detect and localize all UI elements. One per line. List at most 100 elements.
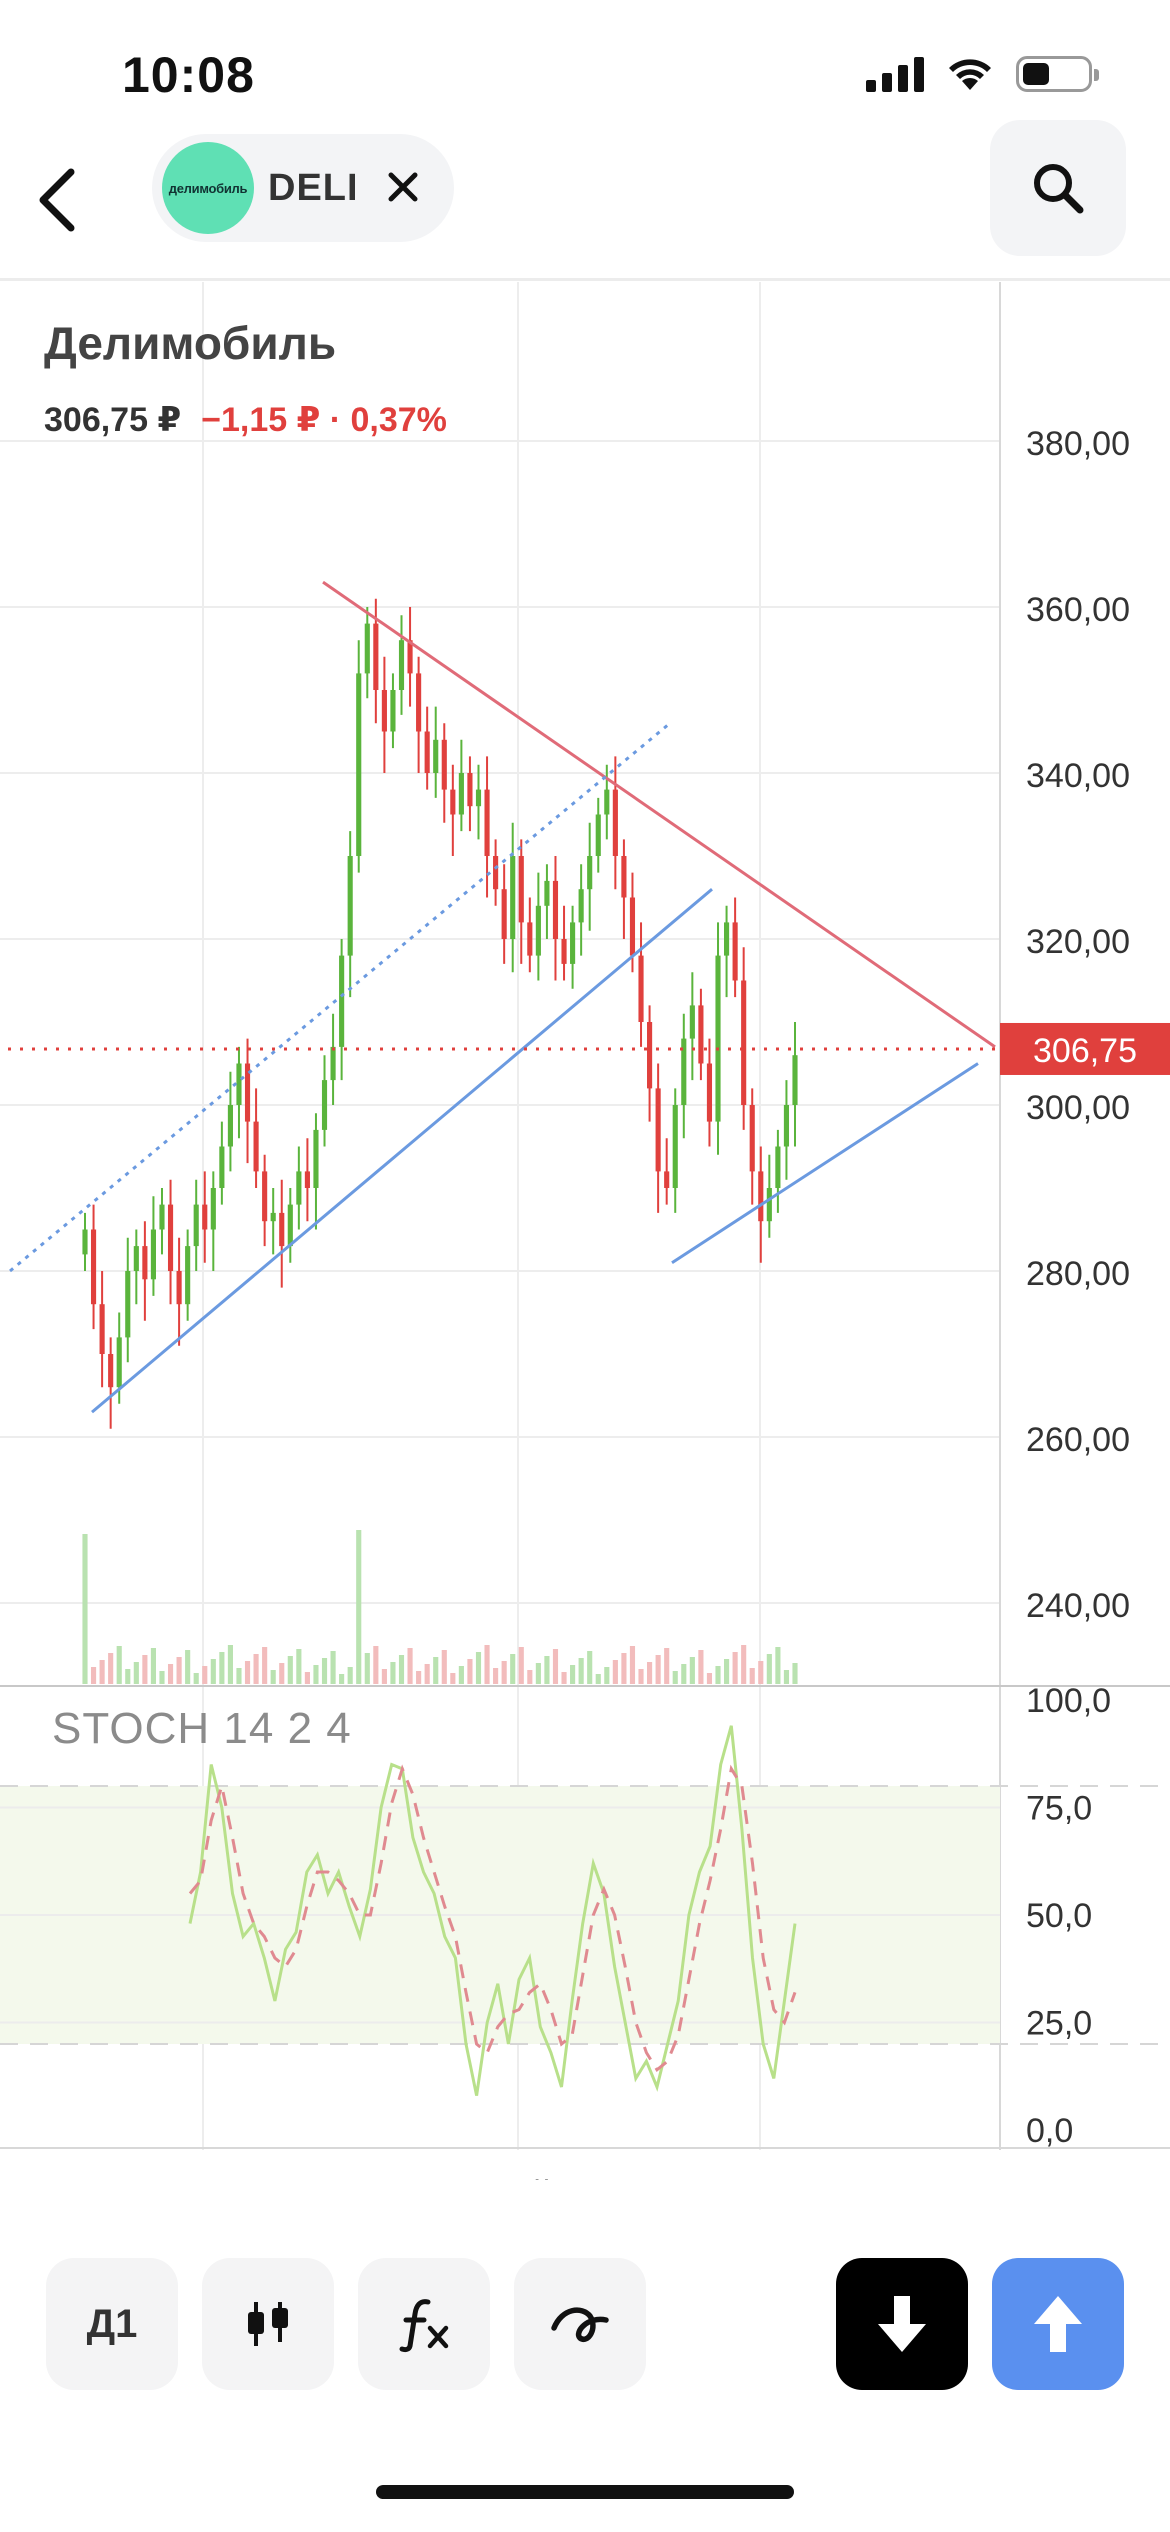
candle-body <box>715 955 721 1122</box>
volume-bar <box>339 1674 345 1684</box>
volume-bar <box>535 1663 541 1684</box>
candle-body <box>227 1105 233 1147</box>
candle-body <box>587 856 593 890</box>
volume-bar <box>202 1666 208 1684</box>
candle-body <box>381 690 387 732</box>
arrow-up-icon <box>1034 2296 1082 2352</box>
status-bar: 10:08 <box>0 0 1170 140</box>
ticker-chip[interactable]: делимобиль DELI <box>152 134 454 242</box>
drawing-tool-icon <box>551 2307 609 2342</box>
volume-bar <box>766 1654 772 1684</box>
volume-bar <box>416 1671 422 1684</box>
volume-bar <box>82 1534 88 1684</box>
volume-bar <box>664 1648 670 1684</box>
trendline-support[interactable] <box>91 888 713 1414</box>
volume-bar <box>236 1668 242 1684</box>
timeframe-button[interactable]: Д1 <box>46 2258 178 2390</box>
chart-type-button[interactable] <box>202 2258 334 2390</box>
volume-bar <box>270 1670 276 1684</box>
volume-bar <box>689 1657 695 1684</box>
ticker-close-button[interactable] <box>378 162 428 212</box>
search-button[interactable] <box>990 120 1126 256</box>
back-button[interactable] <box>22 150 92 250</box>
candle-body <box>99 1304 105 1354</box>
volume-bar <box>493 1668 499 1684</box>
candle-body <box>390 690 396 732</box>
current-price-tag-label: 306,75 <box>1033 1032 1137 1070</box>
volume-bar <box>313 1665 319 1684</box>
trendline-support-recent[interactable] <box>671 1062 979 1264</box>
volume-bar <box>458 1666 464 1684</box>
volume-bar <box>595 1674 601 1684</box>
candle-body <box>552 880 559 939</box>
candle-body <box>193 1204 199 1247</box>
candle-body <box>612 789 618 856</box>
candle-body <box>732 922 738 981</box>
volume-bar <box>741 1645 747 1684</box>
price-change: −1,15 ₽ · 0,37% <box>201 401 447 439</box>
candle-body <box>544 880 550 906</box>
candle-body <box>347 856 353 956</box>
x-tick-label: Март <box>162 2175 243 2180</box>
candle-body <box>527 922 533 956</box>
trendline-resistance[interactable] <box>322 580 996 1049</box>
volume-bar <box>441 1650 447 1684</box>
volume-bar <box>561 1672 567 1684</box>
candle-body <box>159 1204 165 1230</box>
volume-bar <box>655 1655 661 1684</box>
candle-body <box>90 1229 97 1305</box>
candle-body <box>647 1022 653 1089</box>
volume-bar <box>715 1666 721 1684</box>
drawing-tool-button[interactable] <box>514 2258 646 2390</box>
buy-button[interactable] <box>992 2258 1124 2390</box>
volume-bar <box>518 1647 524 1684</box>
candle-body <box>433 739 439 773</box>
volume-bar <box>629 1646 636 1684</box>
volume-bar <box>638 1669 644 1684</box>
volume-bar <box>672 1671 678 1684</box>
status-icons <box>866 56 1099 92</box>
candle-body <box>561 939 567 964</box>
indicators-button[interactable] <box>358 2258 490 2390</box>
volume-bar <box>433 1657 439 1684</box>
y-tick-label: 320,00 <box>1026 923 1130 961</box>
stoch-d-line <box>188 1764 797 2073</box>
candle-body <box>638 955 644 1022</box>
sell-button[interactable] <box>836 2258 968 2390</box>
instrument-name: Делимобиль <box>44 317 337 369</box>
volume-bar <box>116 1646 122 1684</box>
volume-bar <box>681 1664 687 1684</box>
volume-bar <box>475 1652 482 1684</box>
volume-bar <box>253 1654 259 1684</box>
candle-body <box>339 955 345 1047</box>
candle-body <box>450 789 456 815</box>
wifi-icon <box>949 59 991 90</box>
volume-bar <box>90 1667 97 1684</box>
candle-body <box>142 1246 148 1280</box>
volume-bar <box>510 1654 516 1684</box>
volume-bar <box>364 1653 370 1684</box>
stoch-y-tick-label: 75,0 <box>1026 1790 1092 1828</box>
volume-bar <box>167 1664 174 1684</box>
volume-bar <box>185 1650 191 1684</box>
volume-bar <box>527 1670 533 1684</box>
y-tick-label: 340,00 <box>1026 757 1130 795</box>
candle-body <box>116 1337 122 1388</box>
volume-bar <box>724 1659 730 1684</box>
candle-body <box>493 856 499 890</box>
candle-body <box>664 1171 670 1188</box>
volume-bar <box>304 1672 310 1684</box>
volume-bar <box>398 1655 405 1684</box>
ticker-logo: делимобиль <box>162 142 254 234</box>
volume-bar <box>159 1671 165 1684</box>
price-chart[interactable]: 240,00 260,00 280,00 300,00 320,00 340,00 360,… <box>0 280 1170 2180</box>
candle-body <box>689 1005 695 1039</box>
candle-body <box>467 773 473 807</box>
volume-bar <box>706 1673 713 1684</box>
trendline-channel-dotted[interactable] <box>9 722 671 1273</box>
candle-body <box>236 1063 242 1105</box>
stoch-indicator-label[interactable]: STOCH 14 2 4 <box>52 1704 352 1753</box>
candle-body <box>296 1171 302 1205</box>
stoch-y-tick-label: 25,0 <box>1026 2005 1092 2043</box>
volume-bar <box>227 1645 233 1684</box>
